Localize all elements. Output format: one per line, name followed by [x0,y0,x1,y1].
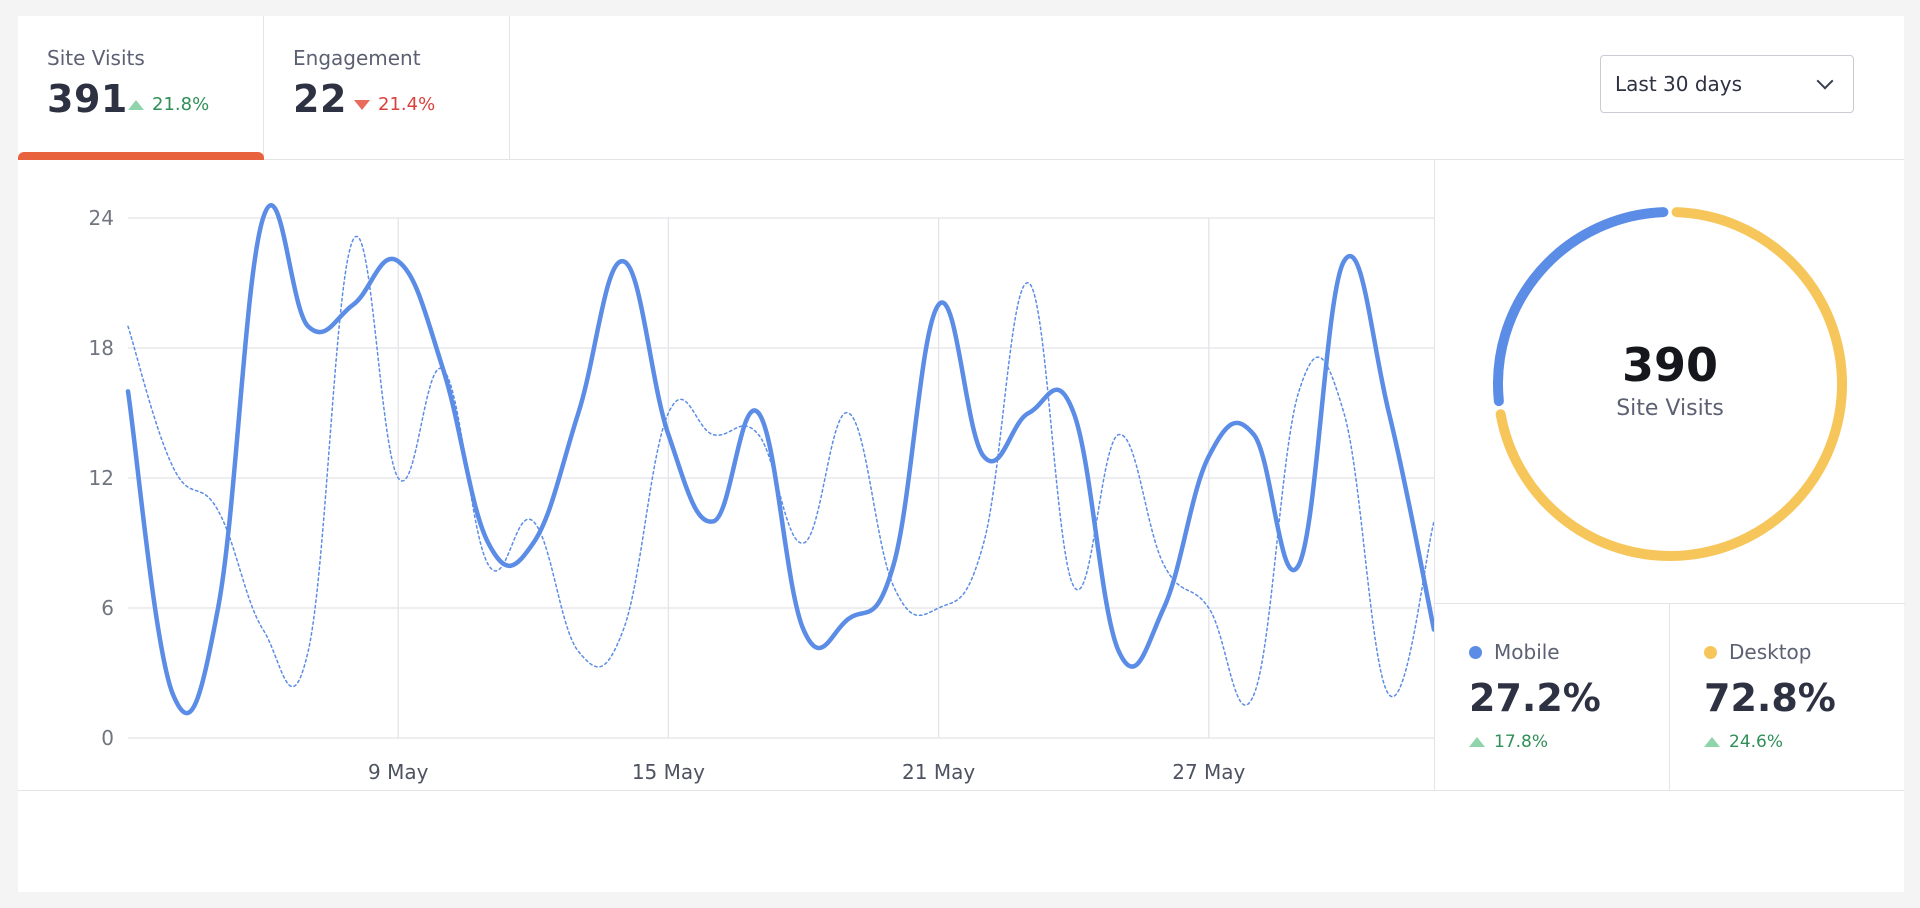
tab-delta: 21.8% [128,94,209,115]
tab-delta-value: 21.4% [378,94,436,115]
legend-delta-value: 17.8% [1494,732,1549,752]
y-tick-label: 12 [89,466,114,490]
tab-site-visits[interactable]: Site Visits 391 21.8% [18,16,264,160]
donut-slice-desktop [1495,207,1847,561]
tab-delta-value: 21.8% [152,94,210,115]
legend-delta: 17.8% [1469,732,1548,752]
footer-divider [18,790,1904,791]
donut-center-label: Site Visits [1616,396,1724,421]
legend-delta: 24.6% [1704,732,1783,752]
legend-name: Mobile [1469,640,1560,664]
trend-up-icon [1469,737,1485,747]
y-tick-label: 0 [101,726,114,750]
device-breakdown-panel: 390 Site Visits Mobile 27.2% 17.8% Deskt… [1434,160,1905,790]
legend-value: 27.2% [1469,676,1601,720]
x-tick-label: 9 May [368,760,429,784]
date-range-value: Last 30 days [1615,72,1743,96]
tab-value: 391 [47,77,128,121]
donut-chart-area: 390 Site Visits [1435,160,1905,604]
trend-down-icon [354,99,370,110]
series-line-dotted [127,235,1435,706]
trend-up-icon [128,99,144,110]
chevron-down-icon [1816,72,1834,90]
y-tick-label: 24 [89,206,114,230]
date-range-select[interactable]: Last 30 days [1600,55,1854,113]
tab-engagement[interactable]: Engagement 22 21.4% [264,16,510,159]
y-tick-label: 6 [101,596,114,620]
tab-delta: 21.4% [354,94,435,115]
series-line-solid [125,203,1437,716]
x-tick-label: 15 May [632,760,705,784]
mobile-dot-icon [1469,645,1482,659]
dashboard-card: Site Visits 391 21.8% Engagement 22 21.4… [18,16,1905,892]
x-tick-label: 21 May [902,760,975,784]
legend-desktop: Desktop 72.8% 24.6% [1670,604,1905,790]
line-chart-area: 0 6 12 18 24 9 May 15 May 21 May 27 May [18,160,1437,790]
legend-label: Desktop [1729,640,1812,664]
header-divider [264,159,1904,160]
legend-label: Mobile [1494,640,1560,664]
x-tick-label: 27 May [1172,760,1245,784]
desktop-dot-icon [1704,645,1717,659]
line-chart: 0 6 12 18 24 9 May 15 May 21 May 27 May [89,203,1437,784]
tab-label: Site Visits [47,46,145,70]
active-tab-indicator [18,152,264,160]
legend-delta-value: 24.6% [1729,732,1784,752]
legend-name: Desktop [1704,640,1811,664]
trend-up-icon [1704,737,1720,747]
donut-slice-mobile [1493,207,1669,407]
donut-chart [1493,207,1847,561]
tab-label: Engagement [293,46,421,70]
tab-value: 22 [293,77,347,121]
donut-center-value: 390 [1621,338,1719,392]
legend-mobile: Mobile 27.2% 17.8% [1435,604,1670,790]
y-tick-label: 18 [89,336,114,360]
legend-value: 72.8% [1704,676,1836,720]
